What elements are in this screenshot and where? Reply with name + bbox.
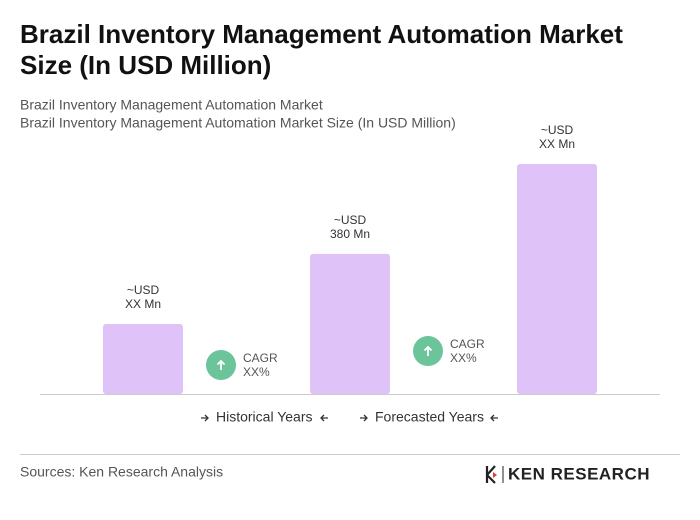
cagr-value: XX% [243,365,270,379]
legend: Historical Years Forecasted Years [201,409,498,425]
subtitle: Brazil Inventory Management Automation M… [20,115,456,131]
arrow-icon [360,414,368,422]
cagr-value: XX% [450,351,477,365]
arrow-icon [490,414,498,422]
value-label: XX Mn [125,297,161,311]
cagr-label: CAGR [243,351,278,365]
bar [310,253,390,394]
cagr-arrow [216,359,226,370]
arrow-icon [201,414,209,422]
bar [103,323,183,394]
value-label: ~USD [334,213,367,227]
chart-title: Size (In USD Million) [20,50,271,80]
cagr-label: CAGR [450,337,485,351]
value-label: ~USD [541,123,574,137]
logo-text: KEN RESEARCH [508,464,650,483]
bar [517,164,597,394]
value-label: 380 Mn [330,227,370,241]
logo: KEN RESEARCH [485,464,650,484]
period-label: Historical Years [216,409,313,425]
chart-title: Brazil Inventory Management Automation M… [20,19,623,49]
logo-icon [485,465,496,484]
subtitle: Brazil Inventory Management Automation M… [20,97,323,113]
source: Sources: Ken Research Analysis [20,464,223,480]
value-label: ~USD [127,283,160,297]
cagr-arrow [423,345,433,356]
period-label: Forecasted Years [375,409,484,425]
value-label: XX Mn [539,137,575,151]
arrow-icon [320,414,328,422]
logo-icon [493,472,497,478]
